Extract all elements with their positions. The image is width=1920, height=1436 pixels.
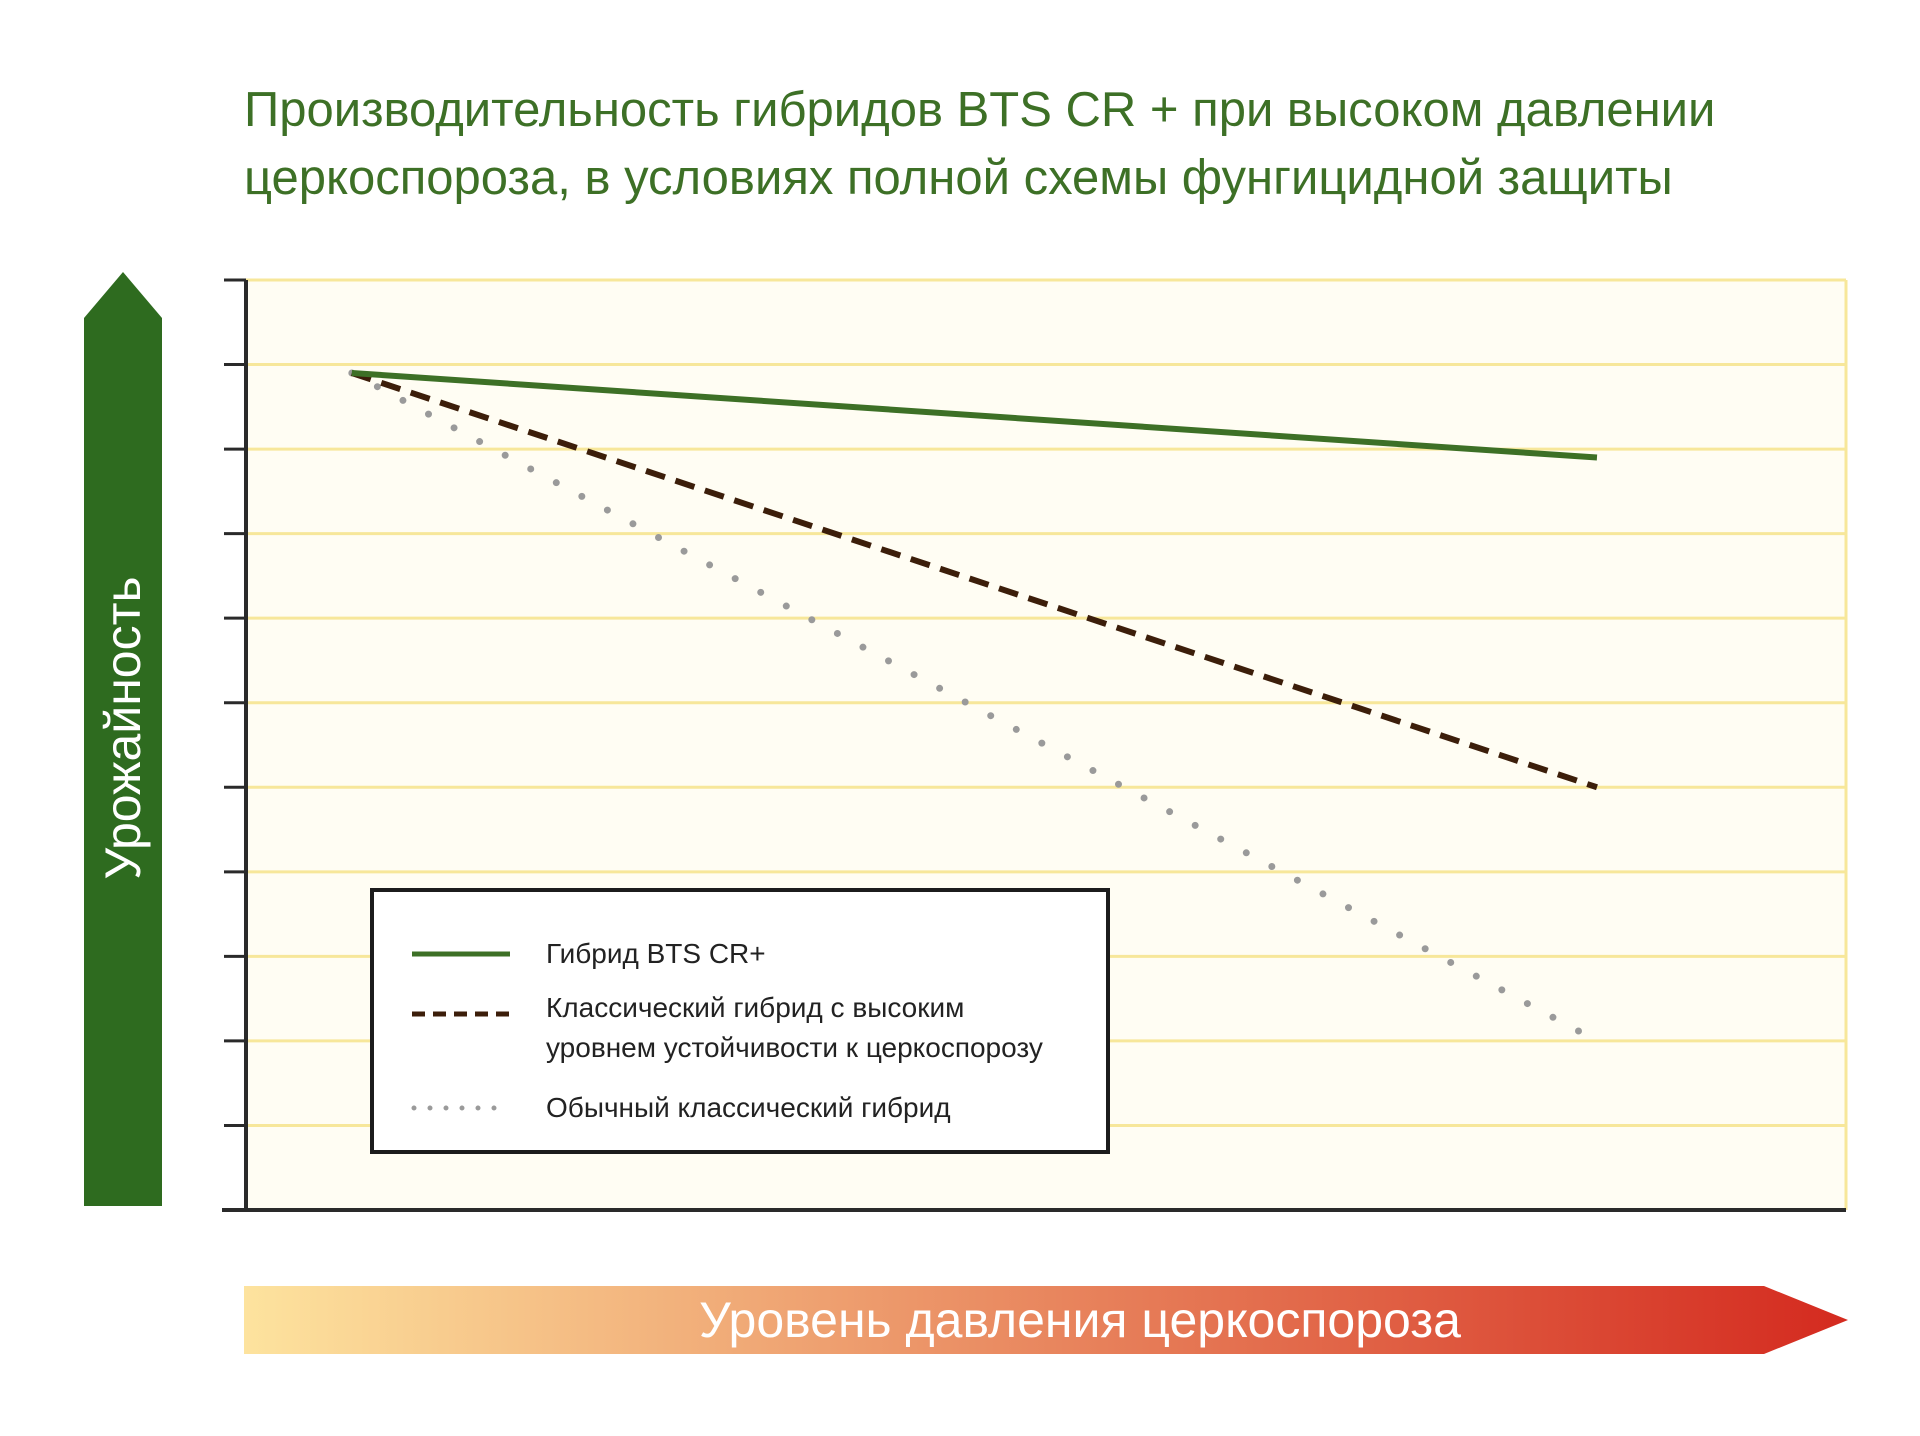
legend-item-classic-resistant: Классический гибрид с высоким уровнем ус… <box>374 988 1106 1068</box>
legend-label-classic-resistant-line-1: Классический гибрид с высоким <box>546 992 965 1023</box>
chart-title: Производительность гибридов BTS CR + при… <box>244 83 1716 205</box>
series-line-dashed <box>350 370 1598 791</box>
legend-label-classic-line-1: Обычный классический гибрид <box>546 1092 951 1123</box>
legend-label-classic-resistant: Классический гибрид с высоким уровнем ус… <box>546 988 1043 1068</box>
x-axis-label: Уровень давления церкоспороза <box>699 1292 1461 1348</box>
y-axis-arrow-shape <box>84 272 162 1206</box>
legend-swatch-dotted <box>411 1105 513 1111</box>
legend-label-classic-resistant-line-2: уровнем устойчивости к церкоспорозу <box>546 1032 1043 1063</box>
legend-label-bts: Гибрид BTS CR+ <box>546 934 766 974</box>
legend-item-classic: Обычный классический гибрид <box>374 1088 1106 1128</box>
series-line-dotted <box>348 369 1601 1045</box>
legend-swatch-solid <box>412 951 510 957</box>
series-line-solid <box>351 370 1598 461</box>
legend-label-bts-line-1: Гибрид BTS CR+ <box>546 938 766 969</box>
x-axis-arrow <box>244 1286 1848 1354</box>
y-axis-arrow <box>84 272 162 1206</box>
legend-item-bts: Гибрид BTS CR+ <box>374 934 1106 974</box>
legend-swatch-dashed <box>412 1011 510 1017</box>
legend-label-classic: Обычный классический гибрид <box>546 1088 951 1128</box>
x-axis-arrow-shape <box>244 1286 1848 1354</box>
legend: Гибрид BTS CR+ Классический гибрид с выс… <box>370 888 1110 1154</box>
